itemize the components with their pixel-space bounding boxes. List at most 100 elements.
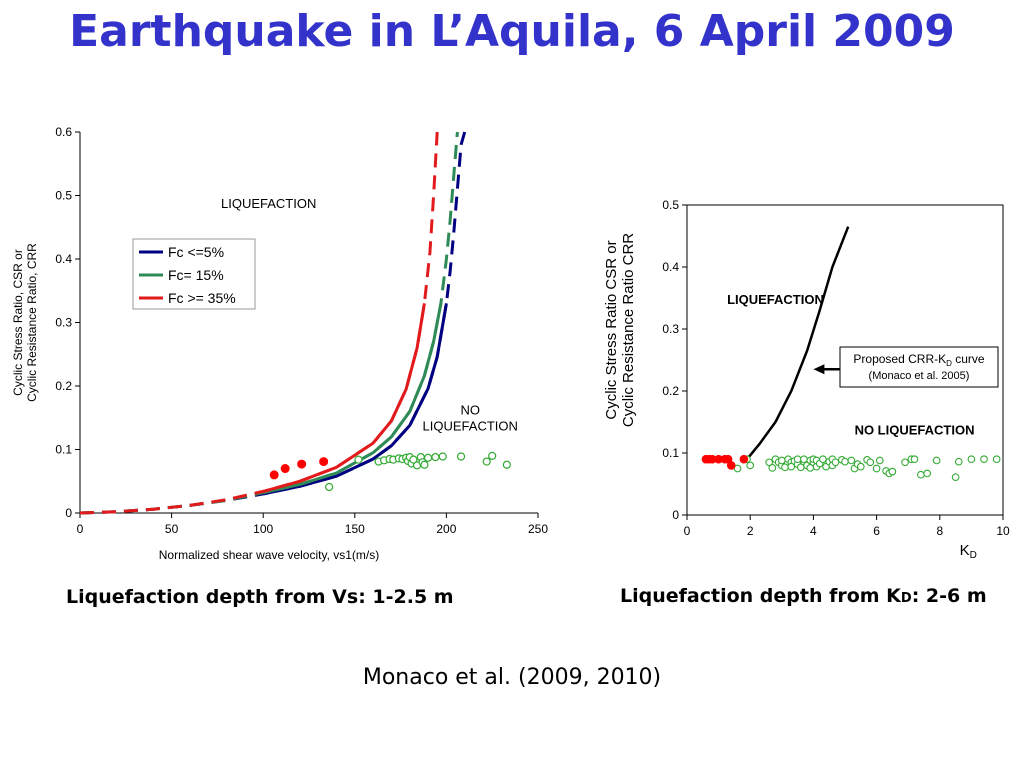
- non-liquefied-point: [438, 452, 447, 461]
- y-tick-label: 0.5: [55, 189, 72, 203]
- caption-vs-depth: Liquefaction depth from Vs: 1-2.5 m: [66, 586, 454, 608]
- y-tick-label: 0.6: [55, 125, 72, 139]
- region-annotation-line: LIQUEFACTION: [221, 196, 316, 211]
- non-liquefied-point: [856, 462, 865, 471]
- callout-arrow-head: [813, 364, 825, 375]
- kd-liquefaction-chart: 0 0.1 0.2 0.3 0.4 0.5 0 2 4 6 8 10 Cyclic Stress Rat…: [603, 198, 1010, 561]
- non-liquefied-point: [431, 453, 440, 462]
- y-axis-label-line: Cyclic Stress Ratio CSR or: [603, 240, 620, 419]
- y-tick-label: 0.4: [55, 252, 72, 266]
- x-tick-label: 250: [528, 522, 548, 536]
- liquefied-point: [739, 454, 749, 464]
- liquefied-point: [297, 459, 307, 469]
- region-annotation: NO LIQUEFACTION: [423, 403, 518, 434]
- x-axis-label-sub: D: [970, 550, 977, 561]
- non-liquefied-point: [872, 464, 881, 473]
- y-tick-label: 0.3: [662, 322, 679, 336]
- region-annotation-line: LIQUEFACTION: [423, 419, 518, 434]
- region-annotation: LIQUEFACTION: [727, 292, 824, 307]
- x-axis-label-main: K: [960, 542, 970, 559]
- caption-kd-sub: D: [900, 591, 912, 606]
- y-tick-label: 0.2: [55, 379, 72, 393]
- callout-text-pre: Proposed CRR-K: [853, 352, 946, 366]
- non-liquefied-point: [910, 455, 919, 464]
- non-liquefied-point: [781, 463, 789, 472]
- crr-kd-curve: [746, 226, 850, 460]
- non-liquefied-point: [875, 456, 884, 465]
- region-annotation: LIQUEFACTION: [221, 196, 316, 211]
- y-tick-label: 0: [65, 506, 72, 520]
- y-axis-label: Cyclic Stress Ratio CSR orCyclic Resista…: [603, 233, 637, 427]
- y-tick-label: 0.1: [55, 443, 72, 457]
- x-tick-label: 100: [253, 522, 273, 536]
- callout-text-post: curve: [952, 352, 985, 366]
- curve-solid-2: [262, 303, 443, 495]
- legend-label: Fc >= 35%: [168, 290, 236, 306]
- non-liquefied-point: [831, 458, 840, 467]
- plot-area: [80, 132, 538, 513]
- non-liquefied-point: [420, 460, 429, 469]
- y-axis-label-line: Cyclic Resistance Ratio CRR: [620, 233, 637, 427]
- callout-text-sub: D: [946, 359, 952, 368]
- x-tick-label: 200: [436, 522, 456, 536]
- non-liquefied-point: [967, 455, 976, 464]
- y-tick-label: 0: [672, 508, 679, 522]
- x-tick-label: 6: [873, 524, 880, 538]
- non-liquefied-point: [954, 457, 963, 466]
- caption-kd-pre: Liquefaction depth from K: [620, 585, 901, 607]
- non-liquefied-point: [354, 455, 363, 464]
- reference-citation: Monaco et al. (2009, 2010): [362, 665, 662, 690]
- non-liquefied-point: [777, 456, 786, 465]
- region-annotation-line: NO: [460, 403, 480, 418]
- x-tick-label: 8: [936, 524, 943, 538]
- non-liquefied-point: [423, 453, 433, 462]
- callout-line-1: Proposed CRR-KD curve: [853, 352, 984, 368]
- non-liquefied-point: [951, 473, 960, 482]
- y-tick-label: 0.3: [55, 316, 72, 330]
- non-liquefied-point: [866, 458, 875, 467]
- y-axis-label-line: Cyclic Resistance Ratio, CRR: [25, 243, 39, 402]
- non-liquefied-point: [456, 452, 466, 461]
- non-liquefied-point: [932, 456, 941, 465]
- x-axis-label: Normalized shear wave velocity, vs1(m/s): [159, 548, 380, 562]
- region-annotation-line: NO LIQUEFACTION: [855, 422, 975, 437]
- x-tick-label: 2: [747, 524, 754, 538]
- liquefied-point: [269, 470, 279, 480]
- non-liquefied-point: [768, 464, 777, 472]
- non-liquefied-point: [325, 482, 334, 492]
- non-liquefied-point: [901, 458, 909, 467]
- callout-box: [839, 346, 999, 388]
- non-liquefied-point: [980, 455, 988, 464]
- x-tick-label: 150: [345, 522, 365, 536]
- x-axis-label: KD: [960, 542, 977, 561]
- caption-kd-depth: Liquefaction depth from KD: 2-6 m: [620, 585, 987, 607]
- liquefied-point: [319, 457, 329, 467]
- region-annotation-line: LIQUEFACTION: [727, 292, 824, 307]
- non-liquefied-point: [923, 469, 932, 478]
- y-tick-label: 0.5: [662, 198, 679, 212]
- y-tick-label: 0.4: [662, 260, 679, 274]
- x-tick-label: 0: [684, 524, 691, 538]
- legend-label: Fc= 15%: [168, 267, 224, 283]
- x-tick-label: 10: [996, 524, 1010, 538]
- non-liquefied-point: [888, 467, 897, 476]
- y-tick-label: 0.1: [662, 446, 679, 460]
- region-annotation: NO LIQUEFACTION: [855, 422, 975, 437]
- vs-liquefaction-chart: 0 0.1 0.2 0.3 0.4 0.5 0.6 0 50 100 150 200 250 Cyclic…: [11, 125, 548, 562]
- legend-label: Fc <=5%: [168, 244, 224, 260]
- caption-kd-post: : 2-6 m: [911, 585, 987, 607]
- callout-line-2: (Monaco et al. 2005): [869, 370, 970, 382]
- x-tick-label: 50: [165, 522, 179, 536]
- curve-solid-3: [262, 303, 426, 493]
- non-liquefied-point: [502, 460, 511, 469]
- non-liquefied-point: [409, 455, 418, 464]
- slide-title: Earthquake in L’Aquila, 6 April 2009: [69, 6, 955, 57]
- y-axis-label: Cyclic Stress Ratio, CSR orCyclic Resist…: [11, 243, 39, 402]
- liquefied-point: [726, 461, 736, 470]
- non-liquefied-point: [819, 455, 827, 464]
- non-liquefied-point: [841, 457, 849, 466]
- y-tick-label: 0.2: [662, 384, 679, 398]
- liquefied-point: [280, 464, 290, 474]
- y-axis-label-line: Cyclic Stress Ratio, CSR or: [11, 249, 25, 396]
- x-tick-label: 4: [810, 524, 817, 538]
